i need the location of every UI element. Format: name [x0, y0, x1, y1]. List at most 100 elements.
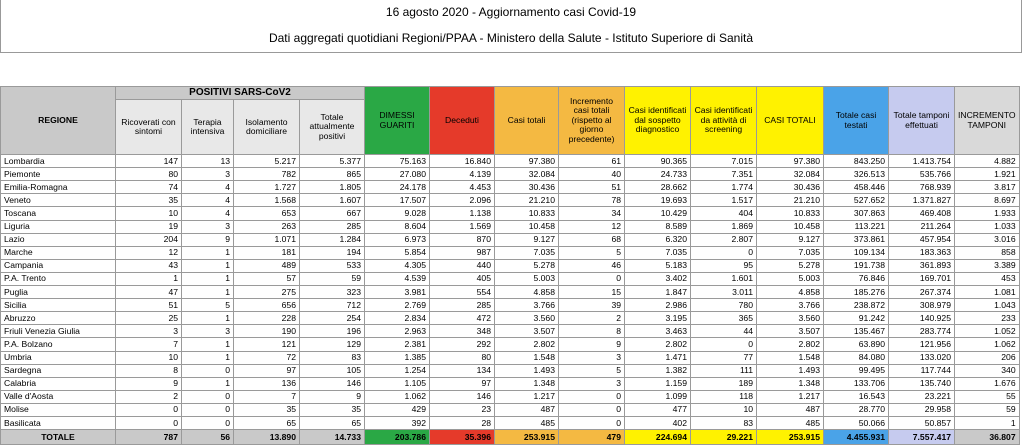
- cell-incremento-tamponi: 858: [954, 245, 1020, 260]
- cell-casi-totali: 10.458: [494, 219, 559, 234]
- cell-ricoverati: 43: [115, 258, 182, 273]
- cell-terapia-intensiva: 1: [181, 285, 234, 300]
- cell-tamponi: 1.413.754: [888, 154, 955, 169]
- positivi-group-header: POSITIVI SARS-CoV2: [115, 85, 365, 101]
- cell-ricoverati: 0: [115, 402, 182, 417]
- cell-regione: P.A. Bolzano: [0, 337, 116, 352]
- cell-screening: 111: [690, 363, 757, 378]
- cell-casi-totali-yellow: 10.458: [756, 219, 824, 234]
- covid-data-table: REGIONE POSITIVI SARS-CoV2 DIMESSI GUARI…: [0, 85, 1020, 445]
- screening-header: Casi identificati da attività di screeni…: [690, 85, 757, 156]
- cell-isolamento: 1.071: [233, 232, 300, 247]
- cell-screening: 365: [690, 311, 757, 326]
- total-isolamento: 13.890: [233, 429, 300, 445]
- cell-dimessi: 3.981: [364, 285, 430, 300]
- cell-ricoverati: 35: [115, 193, 182, 208]
- total-sospetto-diagnostico: 224.694: [624, 429, 691, 445]
- cell-isolamento: 489: [233, 258, 300, 273]
- cell-casi-totali-yellow: 9.127: [756, 232, 824, 247]
- cell-ricoverati: 0: [115, 415, 182, 431]
- cell-attualmente-positivi: 5.377: [299, 154, 365, 169]
- cell-tamponi: 283.774: [888, 324, 955, 339]
- cell-incremento-tamponi: 4.882: [954, 154, 1020, 169]
- cell-ricoverati: 147: [115, 154, 182, 169]
- table-row: P.A. Bolzano 7 1 121 129 2.381 292 2.802 9 2.802 0…: [0, 337, 1020, 352]
- cell-casi-testati: 135.467: [823, 324, 889, 339]
- cell-casi-testati: 458.446: [823, 180, 889, 195]
- total-row: TOTALE 787 56 13.890 14.733 203.786 35.396 253.…: [0, 429, 1020, 445]
- cell-casi-totali-yellow: 1.548: [756, 350, 824, 365]
- cell-incremento-tamponi: 55: [954, 389, 1020, 404]
- cell-screening: 118: [690, 389, 757, 404]
- cell-casi-totali-yellow: 30.436: [756, 180, 824, 195]
- cell-casi-totali: 487: [494, 402, 559, 417]
- cell-casi-totali: 10.833: [494, 206, 559, 221]
- cell-incremento-casi: 0: [558, 402, 625, 417]
- cell-tamponi: 1.371.827: [888, 193, 955, 208]
- cell-casi-totali-yellow: 5.278: [756, 258, 824, 273]
- cell-isolamento: 97: [233, 363, 300, 378]
- cell-screening: 404: [690, 206, 757, 221]
- cell-regione: Basilicata: [0, 415, 116, 431]
- cell-isolamento: 275: [233, 285, 300, 300]
- cell-incremento-tamponi: 340: [954, 363, 1020, 378]
- cell-dimessi: 4.305: [364, 258, 430, 273]
- cell-casi-totali-yellow: 1.348: [756, 376, 824, 391]
- casi-totali-yellow-header: CASI TOTALI: [756, 85, 824, 156]
- table-row: Abruzzo 25 1 228 254 2.834 472 3.560 2 3.195 365 3.…: [0, 311, 1020, 326]
- cell-attualmente-positivi: 35: [299, 402, 365, 417]
- deceduti-header: Deceduti: [429, 85, 495, 156]
- cell-attualmente-positivi: 9: [299, 389, 365, 404]
- tamponi-header: Totale tamponi effettuati: [888, 85, 955, 156]
- cell-sospetto-diagnostico: 402: [624, 415, 691, 431]
- cell-terapia-intensiva: 1: [181, 311, 234, 326]
- cell-dimessi: 429: [364, 402, 430, 417]
- cell-ricoverati: 2: [115, 389, 182, 404]
- cell-regione: Emilia-Romagna: [0, 180, 116, 195]
- cell-incremento-tamponi: 1.052: [954, 324, 1020, 339]
- cell-deceduti: 4.139: [429, 167, 495, 182]
- cell-regione: Friuli Venezia Giulia: [0, 324, 116, 339]
- cell-deceduti: 80: [429, 350, 495, 365]
- total-terapia-intensiva: 56: [181, 429, 234, 445]
- total-casi-totali: 253.915: [494, 429, 559, 445]
- attualmente-positivi-header: Totale attualmente positivi: [299, 99, 365, 156]
- cell-regione: Lombardia: [0, 154, 116, 169]
- cell-sospetto-diagnostico: 3.195: [624, 311, 691, 326]
- cell-casi-testati: 109.134: [823, 245, 889, 260]
- cell-dimessi: 1.385: [364, 350, 430, 365]
- cell-casi-totali-yellow: 97.380: [756, 154, 824, 169]
- cell-dimessi: 27.080: [364, 167, 430, 182]
- cell-dimessi: 2.381: [364, 337, 430, 352]
- cell-sospetto-diagnostico: 5.183: [624, 258, 691, 273]
- cell-tamponi: 121.956: [888, 337, 955, 352]
- cell-tamponi: 169.701: [888, 271, 955, 287]
- cell-deceduti: 554: [429, 285, 495, 300]
- cell-casi-totali: 1.348: [494, 376, 559, 391]
- report-subtitle: Dati aggregati quotidiani Regioni/PPAA -…: [268, 31, 754, 45]
- cell-regione: Piemonte: [0, 167, 116, 182]
- cell-regione: Sicilia: [0, 298, 116, 313]
- table-row: Lombardia 147 13 5.217 5.377 75.163 16.840 97.3…: [0, 154, 1020, 169]
- casi-totali-header: Casi totali: [494, 85, 559, 156]
- cell-incremento-tamponi: 3.817: [954, 180, 1020, 195]
- cell-sospetto-diagnostico: 2.986: [624, 298, 691, 313]
- cell-regione: Umbria: [0, 350, 116, 365]
- cell-incremento-tamponi: 206: [954, 350, 1020, 365]
- cell-terapia-intensiva: 1: [181, 337, 234, 352]
- table-row: Valle d'Aosta 2 0 7 9 1.062 146 1.217 0 1.099 118 1…: [0, 389, 1020, 404]
- cell-incremento-casi: 68: [558, 232, 625, 247]
- cell-isolamento: 72: [233, 350, 300, 365]
- cell-deceduti: 1.569: [429, 219, 495, 234]
- cell-dimessi: 1.062: [364, 389, 430, 404]
- cell-deceduti: 1.138: [429, 206, 495, 221]
- cell-dimessi: 75.163: [364, 154, 430, 169]
- report-header: 16 agosto 2020 - Aggiornamento casi Covi…: [0, 0, 1022, 53]
- cell-casi-totali: 97.380: [494, 154, 559, 169]
- cell-incremento-tamponi: 1.933: [954, 206, 1020, 221]
- cell-attualmente-positivi: 196: [299, 324, 365, 339]
- cell-incremento-casi: 0: [558, 271, 625, 287]
- cell-attualmente-positivi: 667: [299, 206, 365, 221]
- cell-casi-testati: 133.706: [823, 376, 889, 391]
- cell-incremento-tamponi: 1.033: [954, 219, 1020, 234]
